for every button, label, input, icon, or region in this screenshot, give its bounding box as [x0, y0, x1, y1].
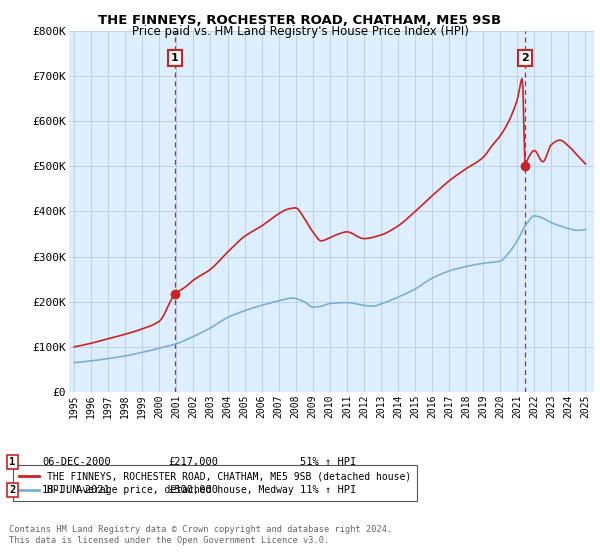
- Text: 18-JUN-2021: 18-JUN-2021: [42, 485, 111, 495]
- Text: 51% ↑ HPI: 51% ↑ HPI: [300, 457, 356, 467]
- Text: 2: 2: [9, 485, 15, 495]
- Text: £500,000: £500,000: [168, 485, 218, 495]
- Text: Contains HM Land Registry data © Crown copyright and database right 2024.
This d: Contains HM Land Registry data © Crown c…: [9, 525, 392, 545]
- Text: £217,000: £217,000: [168, 457, 218, 467]
- Text: THE FINNEYS, ROCHESTER ROAD, CHATHAM, ME5 9SB: THE FINNEYS, ROCHESTER ROAD, CHATHAM, ME…: [98, 14, 502, 27]
- Text: 2: 2: [521, 53, 529, 63]
- Text: 06-DEC-2000: 06-DEC-2000: [42, 457, 111, 467]
- Text: 1: 1: [9, 457, 15, 467]
- Legend: THE FINNEYS, ROCHESTER ROAD, CHATHAM, ME5 9SB (detached house), HPI: Average pri: THE FINNEYS, ROCHESTER ROAD, CHATHAM, ME…: [13, 465, 416, 501]
- Text: Price paid vs. HM Land Registry's House Price Index (HPI): Price paid vs. HM Land Registry's House …: [131, 25, 469, 38]
- Text: 1: 1: [171, 53, 179, 63]
- Text: 11% ↑ HPI: 11% ↑ HPI: [300, 485, 356, 495]
